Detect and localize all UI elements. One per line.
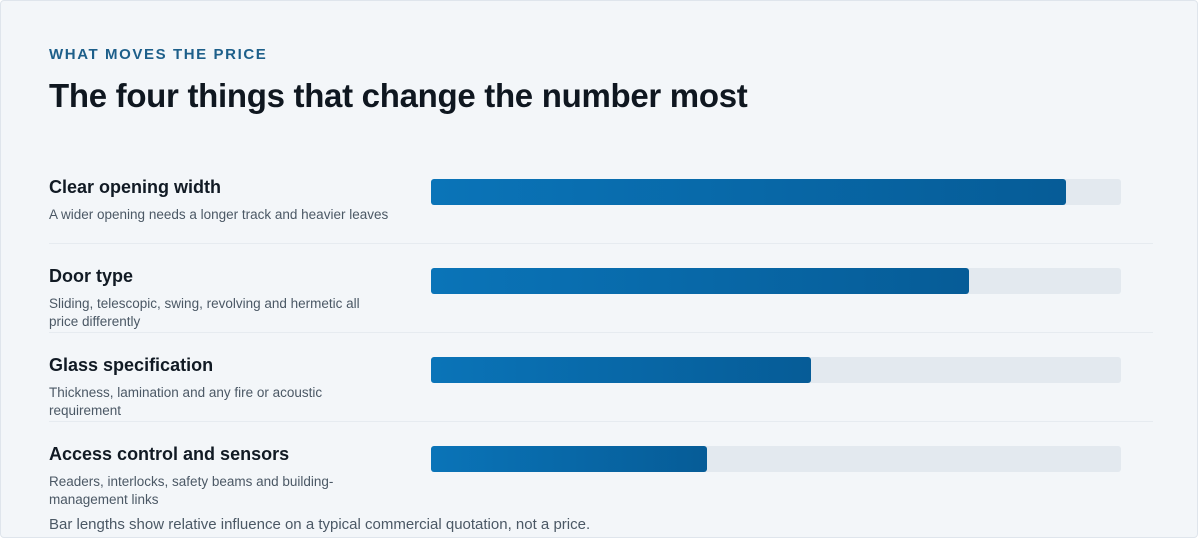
bar-label: Clear opening width bbox=[49, 177, 222, 197]
chart-title: The four things that change the number m… bbox=[49, 77, 748, 114]
bar-row: Access control and sensors Readers, inter… bbox=[49, 422, 1153, 510]
bar-track bbox=[431, 357, 1121, 383]
bar-description: A wider opening needs a longer track and… bbox=[49, 207, 389, 222]
bar-track bbox=[431, 446, 1121, 472]
bar-track bbox=[431, 268, 1121, 294]
bar-list: Clear opening width A wider opening needs… bbox=[49, 155, 1153, 510]
footnote: Bar lengths show relative influence on a… bbox=[49, 516, 591, 533]
bar bbox=[431, 179, 1066, 205]
bar-label: Glass specification bbox=[49, 355, 214, 375]
bar-description: Sliding, telescopic, swing, revolving an… bbox=[49, 296, 360, 329]
bar-label: Access control and sensors bbox=[49, 444, 290, 464]
bar-label: Door type bbox=[49, 266, 134, 286]
bar-row: Clear opening width A wider opening needs… bbox=[49, 155, 1153, 244]
bar-track bbox=[431, 179, 1121, 205]
bar bbox=[431, 357, 811, 383]
eyebrow-label: WHAT MOVES THE PRICE bbox=[49, 46, 268, 63]
bar-row: Door type Sliding, telescopic, swing, rev… bbox=[49, 244, 1153, 333]
bar bbox=[431, 268, 970, 294]
bar bbox=[431, 446, 707, 472]
bar-row: Glass specification Thickness, lamination… bbox=[49, 333, 1153, 422]
bar-description: Thickness, lamination and any fire or ac… bbox=[49, 385, 323, 418]
bar-description: Readers, interlocks, safety beams and bu… bbox=[49, 474, 334, 507]
